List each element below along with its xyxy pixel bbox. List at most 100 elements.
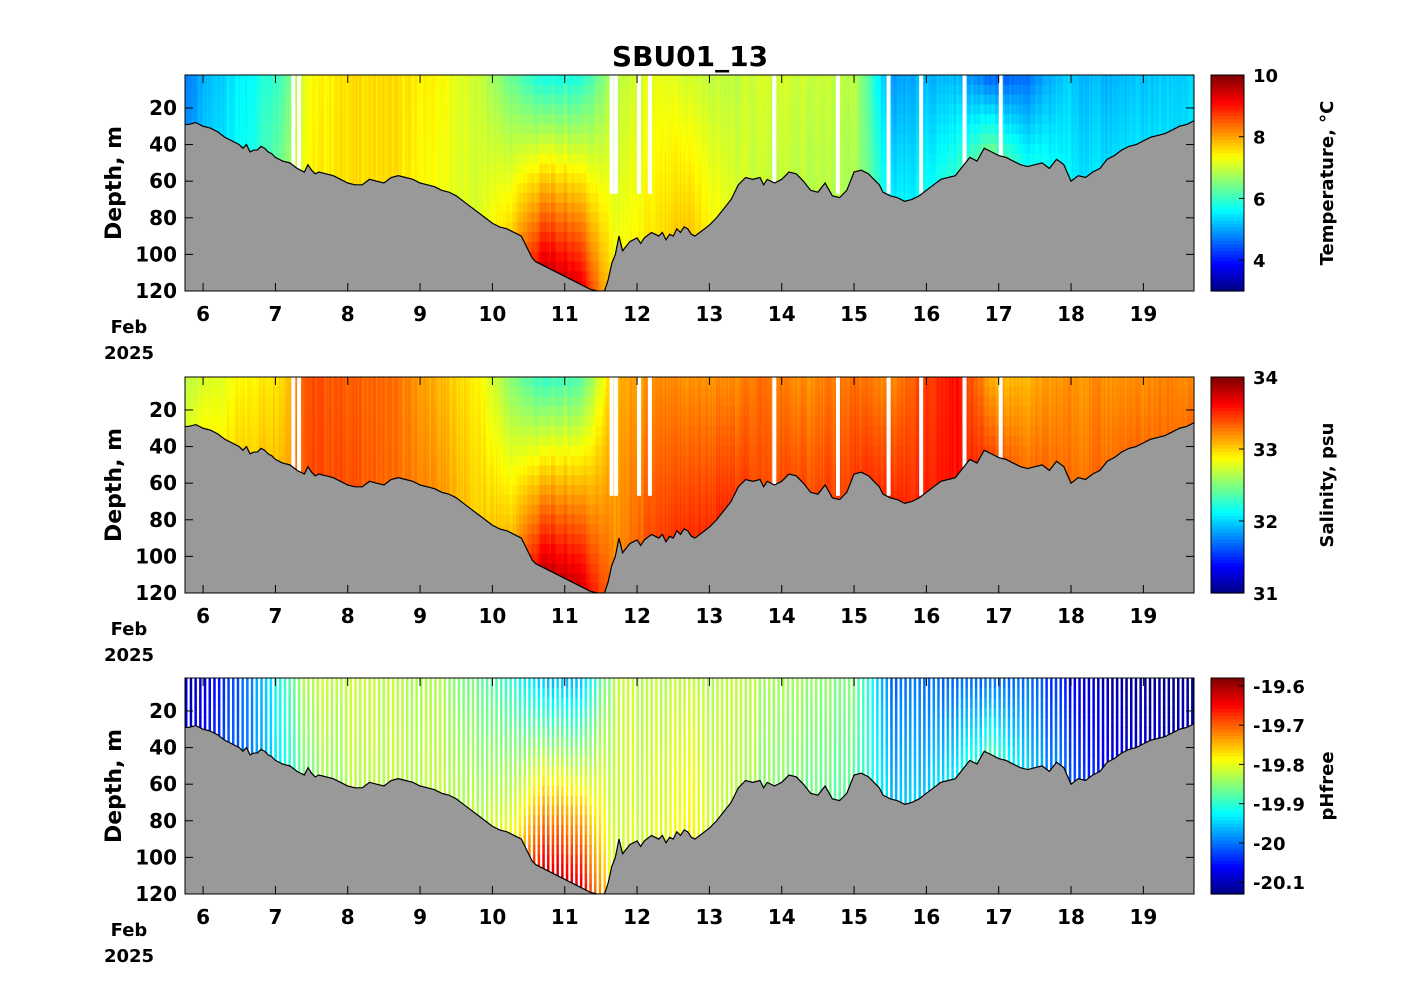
data-cell	[617, 173, 620, 184]
data-cell	[540, 212, 543, 223]
data-cell	[663, 202, 666, 214]
data-cell	[516, 94, 519, 106]
data-cell	[485, 84, 488, 96]
data-cell	[386, 133, 389, 145]
data-cell	[315, 94, 318, 106]
data-cell	[673, 192, 676, 204]
data-cell	[660, 114, 663, 125]
data-cell	[320, 133, 324, 145]
data-cell	[617, 124, 620, 135]
data-cell	[435, 114, 438, 125]
data-cell	[480, 114, 483, 125]
data-cell	[658, 94, 661, 106]
data-cell	[549, 94, 552, 106]
data-cell	[555, 124, 558, 135]
data-cell	[268, 143, 271, 155]
data-cell	[305, 94, 308, 106]
data-cell	[678, 114, 681, 125]
data-cell	[575, 261, 578, 272]
data-cell	[539, 251, 542, 263]
data-cell	[537, 251, 541, 263]
data-cell	[607, 261, 610, 272]
data-cell	[490, 114, 493, 125]
data-cell	[543, 183, 546, 194]
data-cell	[237, 124, 240, 135]
data-cell	[456, 143, 460, 155]
data-cell	[630, 202, 633, 214]
data-cell	[608, 251, 611, 263]
data-cell	[701, 183, 704, 194]
data-cell	[574, 202, 577, 214]
data-cell	[691, 222, 694, 233]
data-cell	[543, 251, 546, 263]
data-cell	[478, 124, 481, 135]
data-cell	[336, 143, 339, 155]
data-cell	[514, 104, 517, 115]
data-cell	[410, 173, 413, 184]
data-cell	[432, 84, 435, 96]
data-cell	[566, 94, 569, 106]
data-cell	[630, 163, 633, 174]
data-cell	[572, 104, 575, 115]
data-cell	[422, 94, 425, 106]
data-cell	[273, 75, 276, 86]
data-cell	[409, 114, 412, 125]
data-cell	[485, 192, 488, 204]
data-cell	[425, 104, 428, 115]
data-cell	[477, 114, 480, 125]
data-cell	[592, 202, 595, 214]
data-cell	[591, 143, 594, 155]
data-cell	[514, 212, 517, 223]
data-cell	[672, 153, 675, 164]
data-cell	[491, 173, 494, 184]
data-cell	[451, 94, 454, 106]
data-cell	[415, 133, 418, 145]
data-cell	[459, 192, 462, 204]
data-cell	[552, 114, 555, 125]
data-cell	[701, 75, 704, 86]
data-cell	[605, 241, 609, 253]
data-cell	[574, 261, 577, 272]
data-cell	[332, 163, 335, 174]
data-cell	[536, 104, 539, 115]
data-cell	[361, 114, 364, 125]
data-cell	[546, 94, 549, 106]
data-cell	[623, 212, 626, 223]
data-cell	[452, 143, 455, 155]
data-cell	[653, 222, 656, 233]
data-cell	[517, 212, 520, 223]
data-cell	[578, 163, 581, 174]
data-cell	[348, 104, 351, 115]
data-cell	[623, 173, 626, 184]
data-cell	[349, 75, 352, 86]
data-cell	[562, 124, 565, 135]
data-cell	[600, 202, 603, 214]
data-cell	[319, 133, 322, 145]
data-cell	[433, 75, 436, 86]
data-cell	[196, 114, 199, 125]
data-cell	[614, 232, 617, 243]
data-cell	[331, 133, 334, 145]
data-cell	[587, 212, 590, 223]
data-cell	[251, 133, 254, 145]
data-cell	[329, 124, 332, 135]
data-cell	[368, 143, 371, 155]
data-cell	[623, 133, 626, 145]
data-cell	[446, 84, 449, 96]
data-cell	[501, 75, 504, 86]
data-cell	[536, 143, 539, 155]
data-cell	[607, 94, 610, 106]
data-cell	[430, 143, 433, 155]
data-cell	[652, 163, 655, 174]
data-cell	[549, 84, 552, 96]
data-cell	[553, 241, 556, 253]
data-cell	[595, 212, 598, 223]
data-cell	[626, 183, 629, 194]
data-cell	[355, 143, 358, 155]
data-cell	[581, 75, 584, 86]
data-cell	[659, 153, 662, 164]
data-cell	[459, 75, 462, 86]
data-cell	[684, 133, 687, 145]
data-cell	[542, 84, 545, 96]
data-cell	[633, 192, 636, 204]
